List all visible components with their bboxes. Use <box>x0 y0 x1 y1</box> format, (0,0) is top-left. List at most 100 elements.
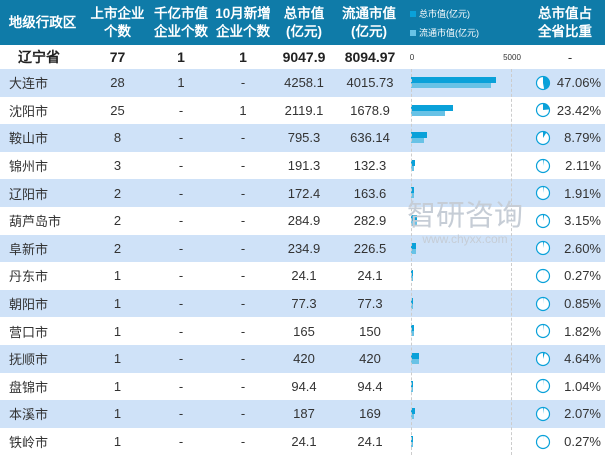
total-bar <box>411 325 415 332</box>
cell-share: 3.15% <box>564 213 601 229</box>
cell-float: 1678.9 <box>350 102 390 118</box>
share-pie-icon <box>535 434 551 449</box>
cell-name: 盘锦市 <box>9 379 49 395</box>
cell-name: 锦州市 <box>9 159 49 175</box>
cell-new-oct: - <box>240 130 246 146</box>
cell-name: 葫芦岛市 <box>9 214 62 230</box>
axis-max-line <box>511 69 512 455</box>
cell-name: 本溪市 <box>9 407 49 423</box>
share-pie-icon <box>535 103 551 118</box>
total-bar <box>411 242 416 249</box>
share-pie-icon <box>535 406 551 422</box>
cell-name: 营口市 <box>9 324 49 340</box>
cell-total: 165 <box>293 323 315 339</box>
cell-float: 282.9 <box>353 213 387 229</box>
cell-new-oct: - <box>240 268 246 284</box>
header-float: 流通市值 (亿元) <box>342 5 396 39</box>
cell-listed: 77 <box>109 49 126 65</box>
cell-new-oct: - <box>240 158 246 174</box>
cell-total: 284.9 <box>287 213 321 229</box>
cell-total: 4258.1 <box>284 75 324 91</box>
cell-trillion: - <box>178 434 184 450</box>
float-bar <box>411 303 413 309</box>
table-row: 朝阳市 1 - - 77.3 77.3 0.85% <box>0 289 605 318</box>
cell-float: 636.14 <box>350 130 390 146</box>
cell-name: 朝阳市 <box>9 297 49 313</box>
cell-name: 辽宁省 <box>18 49 60 65</box>
cell-share: 1.82% <box>564 323 601 339</box>
share-pie-icon <box>535 268 551 284</box>
cell-listed: 2 <box>113 185 122 201</box>
cell-total: 420 <box>293 351 315 367</box>
float-bar <box>411 110 445 116</box>
cell-float: 4015.73 <box>346 75 394 91</box>
legend-float: 流通市值(亿元) <box>410 26 479 39</box>
total-bar <box>411 270 413 277</box>
total-bar <box>411 297 413 304</box>
cell-listed: 3 <box>113 158 122 174</box>
total-bar <box>411 435 413 442</box>
total-bar <box>411 159 415 166</box>
cell-trillion: 1 <box>177 49 185 65</box>
header-trillion: 千亿市值 企业个数 <box>154 5 208 39</box>
cell-total: 9047.9 <box>282 49 326 65</box>
float-bar <box>411 83 492 88</box>
total-bar <box>411 132 427 139</box>
float-bar <box>411 414 415 420</box>
cell-float: 163.6 <box>353 185 387 201</box>
cell-new-oct: - <box>240 240 246 256</box>
cell-name: 阜新市 <box>9 241 49 257</box>
float-bar <box>411 221 417 226</box>
table-row: 丹东市 1 - - 24.1 24.1 0.27% <box>0 262 605 290</box>
axis-min-label: 0 <box>409 52 415 62</box>
cell-new-oct: - <box>240 323 246 339</box>
cell-total: 94.4 <box>291 378 317 394</box>
float-bar <box>411 193 415 199</box>
total-bar <box>411 215 417 221</box>
cell-share: 2.07% <box>564 406 601 422</box>
share-pie-icon <box>535 186 551 201</box>
cell-float: 420 <box>359 351 381 367</box>
cell-float: 24.1 <box>357 434 383 450</box>
cell-share: - <box>567 49 573 65</box>
legend-total: 总市值(亿元) <box>410 7 470 20</box>
cell-float: 169 <box>359 406 381 422</box>
cell-listed: 1 <box>113 351 122 367</box>
cell-new-oct: - <box>240 351 246 367</box>
cell-total: 795.3 <box>287 130 321 146</box>
cell-trillion: - <box>178 351 184 367</box>
header-region: 地级行政区 <box>8 14 77 30</box>
axis-zero-line <box>411 69 412 455</box>
cell-listed: 1 <box>113 378 122 394</box>
cell-total: 2119.1 <box>284 102 324 118</box>
share-pie-icon <box>535 158 551 173</box>
cell-share: 0.85% <box>564 296 601 312</box>
cell-new-oct: - <box>240 434 246 450</box>
share-pie-icon <box>535 241 551 256</box>
cell-listed: 2 <box>113 240 122 256</box>
cell-trillion: - <box>178 213 184 229</box>
float-bar <box>411 359 420 364</box>
cell-listed: 1 <box>113 296 122 312</box>
cell-new-oct: - <box>240 296 246 312</box>
cell-float: 226.5 <box>353 240 387 256</box>
table-row: 葫芦岛市 2 - - 284.9 282.9 3.15% <box>0 207 605 235</box>
header-listed: 上市企业 个数 <box>90 5 145 39</box>
cell-share: 8.79% <box>564 130 601 146</box>
share-pie-icon <box>535 351 551 366</box>
cell-trillion: - <box>178 102 184 118</box>
cell-trillion: - <box>178 185 184 201</box>
float-bar <box>411 248 416 254</box>
axis-max-label: 5000 <box>503 52 521 62</box>
cell-total: 77.3 <box>291 296 317 312</box>
cell-listed: 1 <box>113 323 122 339</box>
cell-total: 191.3 <box>287 158 321 174</box>
cell-trillion: - <box>178 268 184 284</box>
cell-share: 0.27% <box>564 434 601 450</box>
float-bar <box>411 276 413 282</box>
table-header: 地级行政区 上市企业 个数 千亿市值 企业个数 10月新增 企业个数 总市值 (… <box>0 0 605 45</box>
table-row: 阜新市 2 - - 234.9 226.5 2.60% <box>0 234 605 263</box>
share-pie-icon <box>535 324 551 339</box>
legend-label: 流通市值(亿元) <box>419 28 479 38</box>
float-bar <box>411 165 414 171</box>
